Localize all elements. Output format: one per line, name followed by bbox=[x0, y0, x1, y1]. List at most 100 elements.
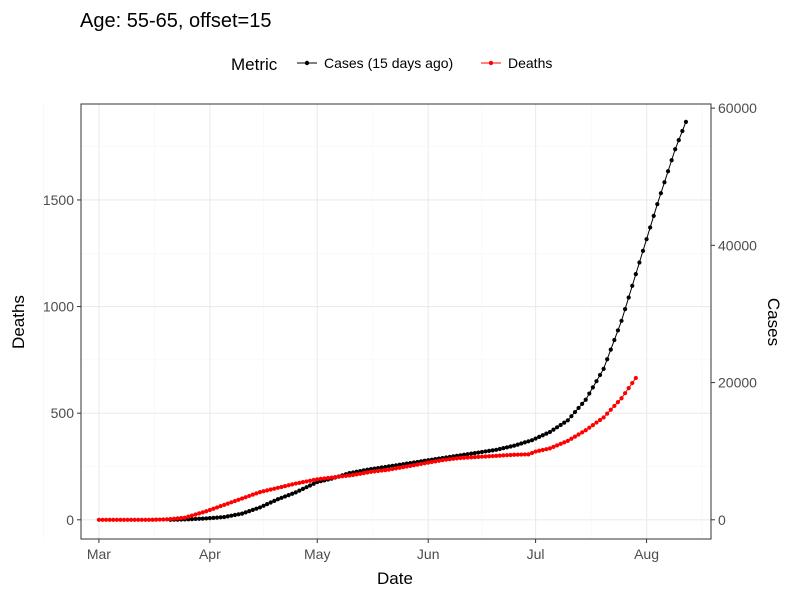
series-point-deaths bbox=[554, 443, 560, 448]
series-point-cases bbox=[243, 510, 248, 515]
series-point-deaths bbox=[197, 511, 202, 516]
series-line-deaths bbox=[98, 377, 637, 521]
series-point-cases bbox=[483, 449, 488, 454]
series-point-deaths bbox=[490, 453, 495, 459]
series-point-deaths bbox=[186, 514, 191, 519]
series-point-deaths bbox=[601, 415, 606, 420]
series-point-deaths bbox=[418, 461, 424, 467]
series-point-deaths bbox=[239, 496, 245, 501]
series-point-deaths bbox=[608, 407, 613, 412]
series-point-cases bbox=[590, 385, 595, 390]
series-point-cases bbox=[479, 449, 485, 455]
y-left-tick-label: 0 bbox=[66, 512, 74, 528]
series-point-deaths bbox=[175, 516, 180, 521]
series-point-deaths bbox=[397, 465, 402, 470]
series-point-deaths bbox=[325, 475, 331, 481]
series-point-deaths bbox=[515, 452, 520, 457]
series-point-cases bbox=[633, 272, 638, 277]
series-point-deaths bbox=[254, 491, 259, 496]
series-point-deaths bbox=[307, 478, 313, 483]
series-point-cases bbox=[311, 481, 316, 486]
series-point-deaths bbox=[386, 467, 391, 472]
series-point-cases bbox=[265, 502, 270, 507]
series-point-deaths bbox=[293, 481, 298, 486]
series-point-deaths bbox=[540, 447, 545, 453]
series-point-deaths bbox=[111, 517, 116, 522]
series-point-deaths bbox=[329, 475, 334, 480]
series-point-cases bbox=[640, 248, 646, 253]
series-point-deaths bbox=[476, 454, 481, 459]
series-point-deaths bbox=[440, 458, 445, 463]
series-point-cases bbox=[472, 451, 477, 456]
series-point-deaths bbox=[114, 517, 119, 522]
series-point-cases bbox=[393, 463, 399, 468]
legend-marker-cases bbox=[304, 60, 310, 66]
series-point-cases bbox=[272, 498, 277, 503]
series-point-deaths bbox=[404, 464, 409, 469]
series-point-cases bbox=[279, 495, 284, 500]
series-point-deaths bbox=[547, 446, 553, 451]
series-point-deaths bbox=[132, 517, 137, 522]
series-point-deaths bbox=[129, 517, 134, 522]
x-tick-label: Jul bbox=[527, 546, 545, 562]
series-point-cases bbox=[540, 433, 545, 438]
series-point-deaths bbox=[626, 386, 631, 391]
series-point-deaths bbox=[222, 502, 227, 507]
series-point-cases bbox=[537, 434, 542, 440]
series-point-cases bbox=[397, 462, 402, 467]
series-point-cases bbox=[565, 418, 570, 423]
series-point-deaths bbox=[333, 475, 338, 480]
series-point-deaths bbox=[343, 473, 348, 478]
series-point-cases bbox=[257, 505, 263, 510]
series-point-deaths bbox=[583, 428, 588, 433]
series-point-deaths bbox=[315, 477, 320, 482]
series-point-deaths bbox=[537, 448, 542, 453]
series-point-deaths bbox=[483, 454, 488, 459]
series-point-cases bbox=[562, 420, 567, 425]
series-point-deaths bbox=[615, 400, 621, 405]
series-point-deaths bbox=[519, 452, 524, 457]
series-point-cases bbox=[622, 307, 628, 312]
series-point-cases bbox=[587, 391, 592, 396]
series-point-deaths bbox=[211, 506, 216, 511]
series-point-deaths bbox=[350, 472, 356, 478]
x-axis-title: Date bbox=[377, 569, 413, 588]
series-point-deaths bbox=[218, 504, 223, 509]
series-point-deaths bbox=[297, 480, 302, 485]
series-point-deaths bbox=[200, 510, 205, 515]
series-point-deaths bbox=[512, 452, 517, 457]
series-point-cases bbox=[608, 347, 613, 352]
series-point-deaths bbox=[179, 515, 184, 521]
series-point-deaths bbox=[622, 391, 628, 396]
series-point-deaths bbox=[207, 507, 212, 513]
y-right-tick-label: 0 bbox=[718, 512, 726, 528]
series-point-cases bbox=[515, 442, 520, 447]
series-point-cases bbox=[304, 485, 309, 490]
series-point-deaths bbox=[268, 487, 273, 492]
series-point-deaths bbox=[612, 403, 617, 409]
series-point-cases bbox=[401, 462, 406, 467]
series-point-deaths bbox=[96, 517, 101, 522]
series-point-cases bbox=[286, 492, 291, 498]
series-point-deaths bbox=[361, 471, 366, 476]
series-point-deaths bbox=[157, 517, 162, 522]
series-point-deaths bbox=[597, 417, 603, 423]
series-point-cases bbox=[612, 337, 617, 343]
series-point-cases bbox=[680, 128, 685, 134]
series-point-deaths bbox=[565, 438, 570, 444]
y-right-axis-title: Cases bbox=[764, 298, 783, 346]
series-point-deaths bbox=[261, 489, 266, 494]
series-point-deaths bbox=[189, 513, 195, 518]
series-point-deaths bbox=[225, 501, 230, 506]
series-point-cases bbox=[197, 516, 202, 521]
series-point-deaths bbox=[390, 466, 395, 472]
series-point-deaths bbox=[619, 396, 624, 401]
series-point-cases bbox=[669, 158, 674, 163]
series-point-deaths bbox=[494, 453, 499, 458]
grid bbox=[43, 104, 711, 539]
y-left-axis-title: Deaths bbox=[9, 295, 28, 349]
series-point-cases bbox=[207, 516, 212, 521]
series-point-cases bbox=[665, 169, 671, 174]
series-point-deaths bbox=[580, 430, 585, 435]
series-point-cases bbox=[655, 202, 660, 207]
